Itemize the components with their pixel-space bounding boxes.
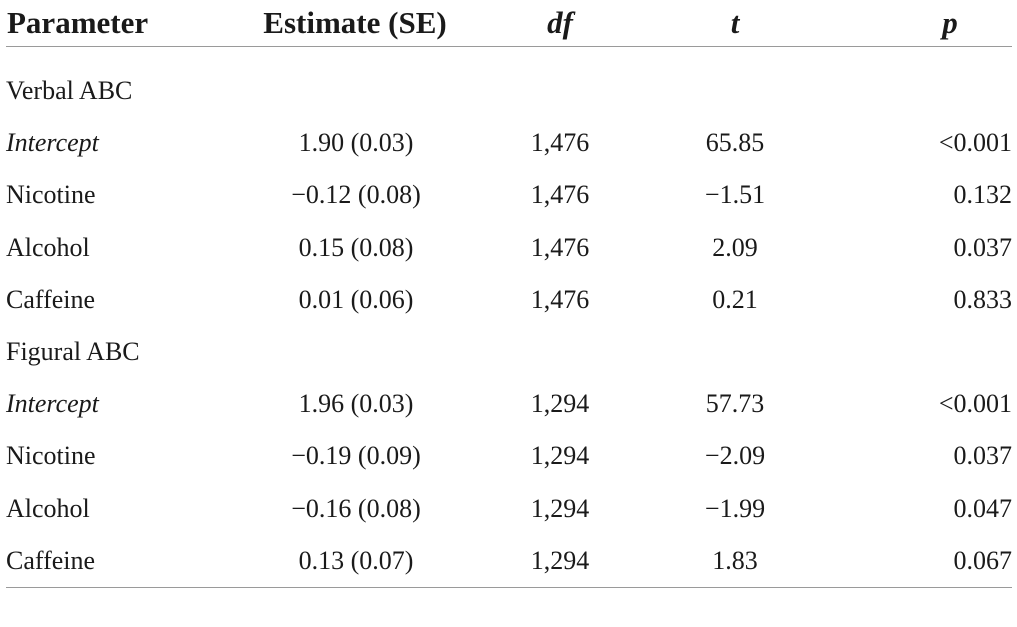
cell-p: 0.833 xyxy=(953,284,1013,314)
column-header-p: p xyxy=(824,0,1012,47)
table-row: Intercept 1.96 (0.03) 1,294 57.73 <0.001 xyxy=(6,378,1012,430)
cell-t: 57.73 xyxy=(705,389,765,419)
cell-estimate: 0.13 (0.07) xyxy=(246,534,474,588)
column-header-estimate: Estimate (SE) xyxy=(246,0,474,47)
cell-estimate: −0.16 (0.08) xyxy=(291,493,421,523)
cell-estimate: 1.96 (0.03) xyxy=(298,389,414,419)
cell-estimate: 0.15 (0.08) xyxy=(298,232,414,262)
cell-parameter: Nicotine xyxy=(6,441,96,471)
cell-parameter: Caffeine xyxy=(6,284,96,314)
table-row: Caffeine 0.13 (0.07) 1,294 1.83 0.067 xyxy=(6,534,1012,588)
group-label: Figural ABC xyxy=(6,337,140,367)
cell-p: <0.001 xyxy=(938,128,1012,158)
cell-df: 1,476 xyxy=(530,232,590,262)
table-body: Verbal ABC Intercept 1.90 (0.03) 1,476 6… xyxy=(6,65,1012,588)
cell-p: 0.047 xyxy=(953,493,1013,523)
cell-parameter: Alcohol xyxy=(6,232,90,262)
cell-estimate: −0.19 (0.09) xyxy=(291,441,421,471)
group-label: Verbal ABC xyxy=(6,76,133,106)
cell-df: 1,476 xyxy=(530,128,590,158)
cell-t: 1.83 xyxy=(626,534,824,588)
cell-t: −1.99 xyxy=(704,493,766,523)
table-row: Nicotine −0.19 (0.09) 1,294 −2.09 0.037 xyxy=(6,430,1012,482)
cell-t: 2.09 xyxy=(712,232,758,262)
cell-df: 1,294 xyxy=(530,441,590,471)
cell-parameter: Alcohol xyxy=(6,493,90,523)
cell-p: <0.001 xyxy=(938,389,1012,419)
cell-t: 65.85 xyxy=(705,128,765,158)
group-label-row: Figural ABC xyxy=(6,326,1012,378)
cell-estimate: 0.01 (0.06) xyxy=(298,284,414,314)
cell-parameter: Caffeine xyxy=(6,534,246,588)
cell-df: 1,476 xyxy=(530,180,590,210)
cell-parameter: Nicotine xyxy=(6,180,96,210)
table-row: Alcohol −0.16 (0.08) 1,294 −1.99 0.047 xyxy=(6,483,1012,535)
cell-estimate: −0.12 (0.08) xyxy=(291,180,421,210)
header-row: Parameter Estimate (SE) df t p xyxy=(6,0,1012,47)
table-row: Intercept 1.90 (0.03) 1,476 65.85 <0.001 xyxy=(6,117,1012,169)
column-header-t: t xyxy=(626,0,824,47)
cell-estimate: 1.90 (0.03) xyxy=(298,128,414,158)
column-header-df: df xyxy=(474,0,626,47)
header-spacer xyxy=(6,47,1012,66)
cell-t: 0.21 xyxy=(712,284,758,314)
cell-df: 1,294 xyxy=(530,493,590,523)
table-row: Nicotine −0.12 (0.08) 1,476 −1.51 0.132 xyxy=(6,169,1012,221)
table-header: Parameter Estimate (SE) df t p xyxy=(6,0,1012,65)
cell-parameter: Intercept xyxy=(6,389,99,419)
cell-p: 0.067 xyxy=(824,534,1012,588)
cell-p: 0.132 xyxy=(953,180,1013,210)
group-label-row: Verbal ABC xyxy=(6,65,1012,117)
column-header-parameter: Parameter xyxy=(6,0,246,47)
cell-df: 1,476 xyxy=(530,284,590,314)
cell-parameter: Intercept xyxy=(6,128,99,158)
table-row: Caffeine 0.01 (0.06) 1,476 0.21 0.833 xyxy=(6,274,1012,326)
cell-t: −1.51 xyxy=(704,180,766,210)
cell-t: −2.09 xyxy=(704,441,766,471)
cell-df: 1,294 xyxy=(474,534,626,588)
cell-p: 0.037 xyxy=(953,441,1013,471)
regression-results-table: Parameter Estimate (SE) df t p Verbal AB… xyxy=(6,0,1012,588)
cell-df: 1,294 xyxy=(530,389,590,419)
table-row: Alcohol 0.15 (0.08) 1,476 2.09 0.037 xyxy=(6,222,1012,274)
cell-p: 0.037 xyxy=(953,232,1013,262)
